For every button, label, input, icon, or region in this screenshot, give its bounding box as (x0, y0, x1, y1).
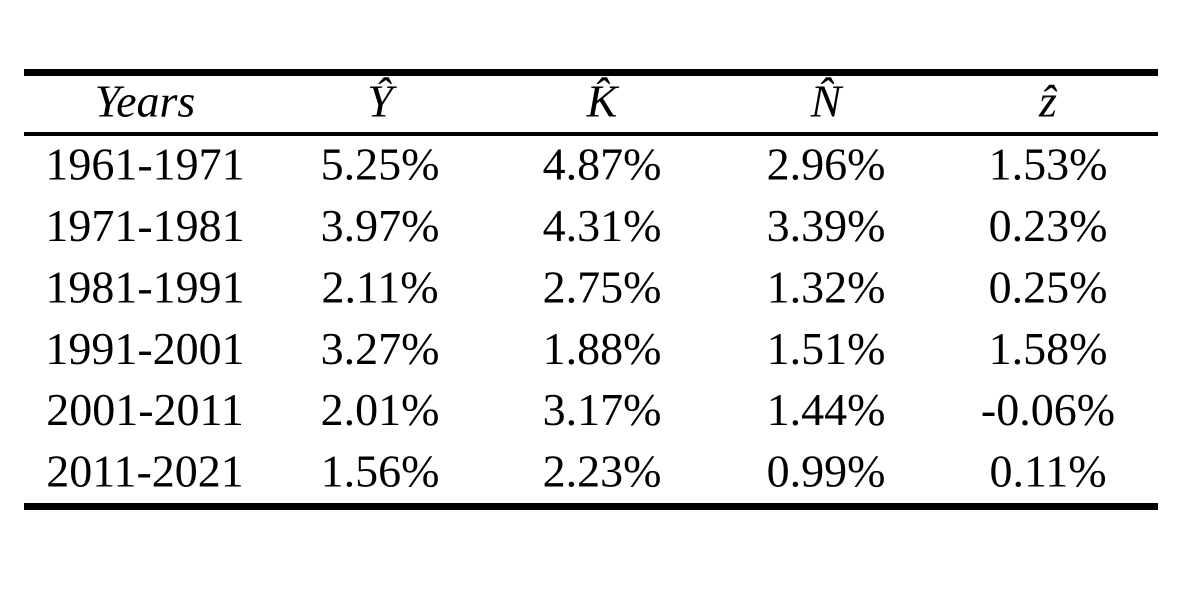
cell: 3.39% (767, 200, 886, 251)
cell: 5.25% (321, 139, 440, 190)
row-label: 2001-2011 (46, 384, 244, 435)
cell: 1.58% (989, 323, 1108, 374)
cell: 3.17% (543, 384, 662, 435)
cell: 2.75% (543, 261, 662, 312)
cell: 1.53% (989, 139, 1108, 190)
cell: 4.31% (543, 200, 662, 251)
header-cell: N̂ (810, 76, 844, 127)
cell: 1.32% (767, 261, 886, 312)
header-cell: Years (95, 76, 196, 127)
cell: 0.11% (989, 446, 1106, 497)
cell: 0.25% (989, 261, 1108, 312)
bottom-rule (24, 503, 1158, 510)
header-cell: Ŷ (367, 76, 397, 127)
header-cell: ẑ (1038, 76, 1058, 127)
header-cell: K̂ (586, 76, 620, 127)
cell: 1.44% (767, 384, 886, 435)
cell: 3.27% (321, 323, 440, 374)
header-rule (24, 132, 1158, 136)
row-label: 1961-1971 (45, 139, 244, 190)
row-label: 2011-2021 (46, 446, 244, 497)
cell: 0.23% (989, 200, 1108, 251)
cell: 2.96% (767, 139, 886, 190)
cell: 2.11% (321, 261, 438, 312)
cell: 2.01% (321, 384, 440, 435)
row-label: 1991-2001 (45, 323, 244, 374)
cell: 4.87% (543, 139, 662, 190)
row-label: 1971-1981 (45, 200, 244, 251)
cell: 1.51% (767, 323, 886, 374)
row-label: 1981-1991 (45, 261, 244, 312)
cell: 0.99% (767, 446, 886, 497)
cell: 2.23% (543, 446, 662, 497)
cell: 1.56% (321, 446, 440, 497)
cell: 3.97% (321, 200, 440, 251)
cell: -0.06% (981, 384, 1115, 435)
top-rule (24, 69, 1158, 76)
cell: 1.88% (543, 323, 662, 374)
